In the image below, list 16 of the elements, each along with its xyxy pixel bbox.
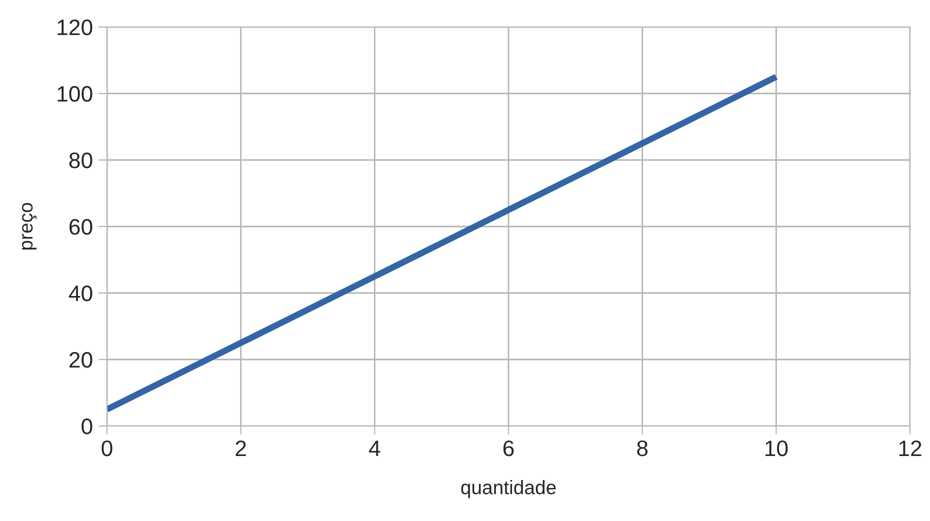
x-tick-label: 12 — [899, 440, 922, 456]
x-axis-title: quantidade — [461, 480, 556, 498]
x-tick-label: 4 — [369, 440, 380, 456]
y-tick-label: 0 — [82, 418, 92, 434]
x-tick-label: 0 — [102, 440, 112, 456]
x-tick-label: 2 — [236, 440, 246, 456]
y-tick-label: 80 — [69, 152, 92, 168]
x-tick-label: 6 — [503, 440, 514, 456]
y-axis-title: preço — [22, 202, 37, 250]
y-tick-label: 40 — [68, 286, 92, 302]
x-tick-label: 10 — [766, 440, 788, 456]
y-tick-label: 60 — [70, 219, 92, 235]
y-tick-label: 100 — [58, 86, 92, 102]
y-tick-label: 20 — [70, 352, 92, 368]
y-tick-label: 120 — [58, 20, 92, 36]
x-tick-label: 8 — [637, 440, 648, 456]
